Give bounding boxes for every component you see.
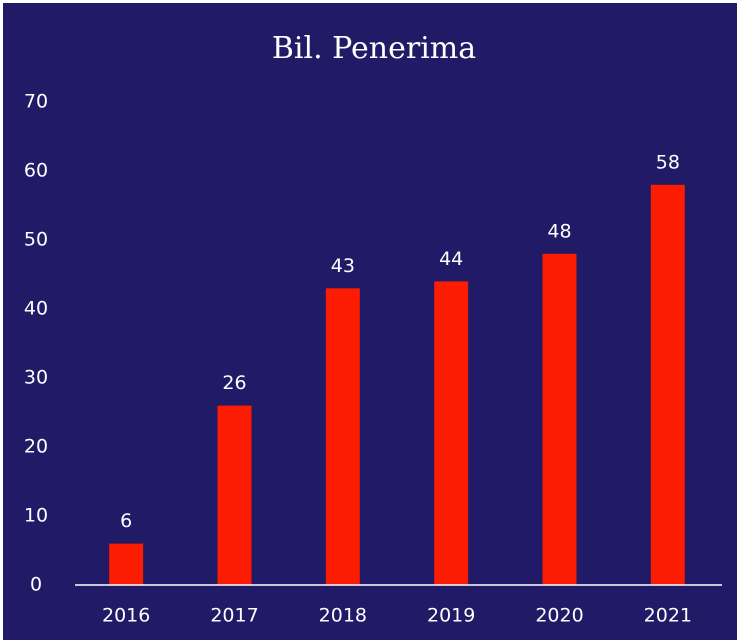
data-label: 58 xyxy=(656,151,680,173)
x-tick-label: 2019 xyxy=(427,605,475,627)
y-tick-label: 10 xyxy=(24,505,48,527)
x-tick-label: 2021 xyxy=(644,605,692,627)
y-tick-label: 40 xyxy=(24,298,48,320)
y-tick-label: 60 xyxy=(24,160,48,182)
bar xyxy=(109,543,144,585)
bar xyxy=(325,288,360,585)
data-label: 6 xyxy=(120,510,132,532)
data-label: 26 xyxy=(222,372,246,394)
bar xyxy=(650,184,685,586)
y-tick-label: 70 xyxy=(24,91,48,113)
data-label: 43 xyxy=(331,255,355,277)
x-tick-label: 2017 xyxy=(210,605,258,627)
chart-title: Bil. Penerima xyxy=(272,31,476,66)
y-tick-label: 0 xyxy=(30,574,42,596)
y-tick-label: 50 xyxy=(24,229,48,251)
x-tick-label: 2018 xyxy=(319,605,367,627)
bar xyxy=(434,281,469,585)
chart-background xyxy=(3,3,737,640)
y-tick-label: 30 xyxy=(24,367,48,389)
bar xyxy=(217,405,252,585)
y-tick-label: 20 xyxy=(24,436,48,458)
x-tick-label: 2020 xyxy=(535,605,583,627)
bar xyxy=(542,253,577,586)
x-tick-label: 2016 xyxy=(102,605,150,627)
data-label: 44 xyxy=(439,248,463,270)
data-label: 48 xyxy=(547,220,571,242)
